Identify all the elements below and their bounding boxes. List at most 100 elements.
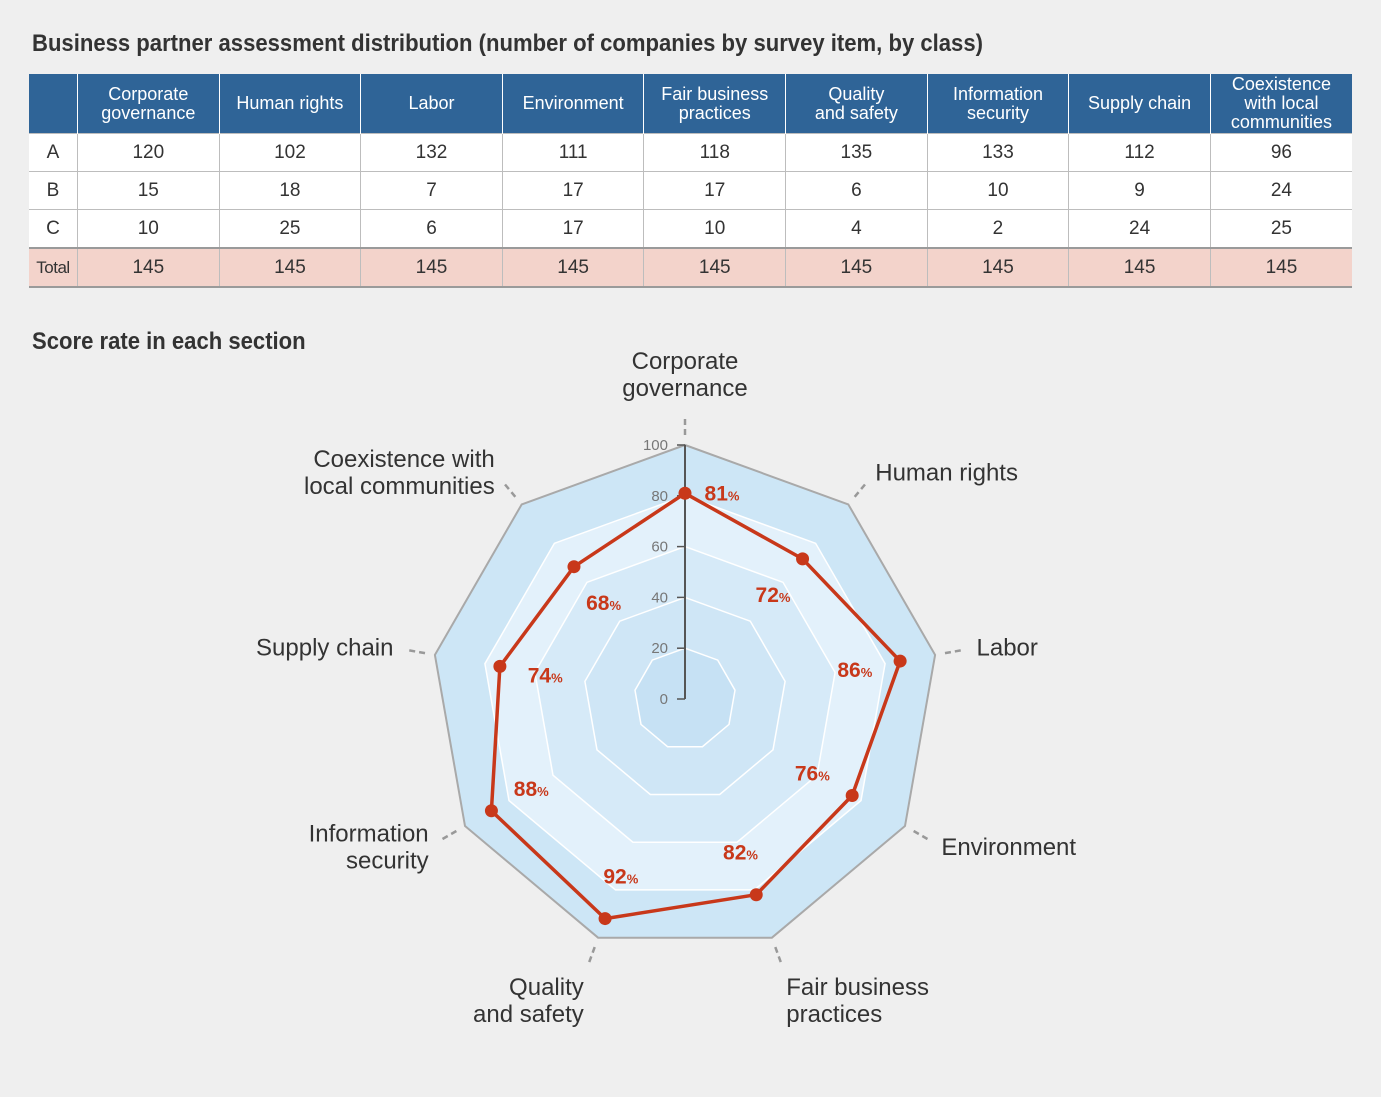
table-cell: 145: [1068, 247, 1211, 288]
data-point: [845, 789, 859, 803]
data-label: 88%: [514, 778, 549, 801]
table-cell: 17: [643, 171, 786, 210]
data-point: [567, 560, 581, 574]
axis-leader-line: [774, 946, 784, 967]
row-label: B: [29, 171, 78, 210]
axis-tick-label: 40: [651, 589, 668, 606]
data-label: 72%: [756, 584, 791, 607]
table-title: Business partner assessment distribution…: [32, 30, 983, 57]
axis-leader-line: [438, 829, 457, 843]
category-label: Corporate governance: [622, 348, 747, 402]
table-corner-cell: [29, 74, 78, 134]
data-point: [893, 654, 907, 668]
column-header: Corporate governance: [77, 74, 220, 134]
table-cell: 145: [218, 247, 361, 288]
total-row: Total 145 145 145 145 145 145 145 145 14…: [29, 247, 1352, 288]
axis-leader-line: [405, 648, 426, 655]
column-header: Supply chain: [1068, 74, 1211, 134]
distribution-table: Corporate governance Human rights Labor E…: [29, 74, 1352, 288]
data-point: [678, 486, 692, 500]
table-cell: 111: [501, 133, 644, 172]
category-label: Fair business practices: [786, 974, 929, 1028]
category-label: Information security: [309, 821, 429, 875]
table-cell: 6: [785, 171, 928, 210]
data-label: 74%: [528, 664, 563, 687]
data-label: 92%: [603, 865, 638, 888]
column-header: Fair business practices: [643, 74, 786, 134]
data-label: 81%: [705, 482, 740, 505]
table-cell: 145: [501, 247, 644, 288]
table-cell: 18: [218, 171, 361, 210]
category-label: Labor: [977, 635, 1038, 662]
table-cell: 9: [1068, 171, 1211, 210]
table-row: B 15 18 7 17 17 6 10 9 24: [29, 171, 1352, 210]
column-header: Labor: [360, 74, 503, 134]
table-cell: 10: [77, 209, 220, 248]
column-header: Information security: [926, 74, 1069, 134]
table-cell: 24: [1209, 171, 1352, 210]
table-cell: 145: [926, 247, 1069, 288]
table-row: A 120 102 132 111 118 135 133 112 96: [29, 133, 1352, 172]
table-cell: 4: [785, 209, 928, 248]
data-label: 82%: [723, 841, 758, 864]
table-cell: 24: [1068, 209, 1211, 248]
data-point: [484, 804, 498, 818]
category-label: Quality and safety: [473, 974, 584, 1028]
table-header-row: Corporate governance Human rights Labor E…: [29, 74, 1352, 134]
axis-leader-line: [586, 946, 596, 967]
category-label: Human rights: [875, 459, 1018, 486]
row-label: C: [29, 209, 78, 248]
table-cell: 25: [218, 209, 361, 248]
axis-leader-line: [913, 829, 932, 843]
table-cell: 102: [218, 133, 361, 172]
column-header: Human rights: [218, 74, 361, 134]
row-label: A: [29, 133, 78, 172]
data-label: 68%: [586, 592, 621, 615]
axis-tick-label: 0: [660, 691, 668, 708]
table-cell: 112: [1068, 133, 1211, 172]
data-series-line: [489, 491, 902, 921]
table-cell: 17: [501, 209, 644, 248]
data-point: [796, 552, 810, 566]
table-row: C 10 25 6 17 10 4 2 24 25: [29, 209, 1352, 248]
table-cell: 145: [360, 247, 503, 288]
table-cell: 145: [1209, 247, 1352, 288]
category-label: Environment: [941, 834, 1076, 861]
data-label: 76%: [795, 763, 830, 786]
data-point: [598, 912, 612, 926]
column-header: Coexistence with local communities: [1209, 74, 1352, 134]
category-label: Supply chain: [256, 635, 393, 662]
row-label: Total: [29, 247, 78, 288]
table-cell: 133: [926, 133, 1069, 172]
table-cell: 118: [643, 133, 786, 172]
table-cell: 145: [785, 247, 928, 288]
table-cell: 145: [643, 247, 786, 288]
data-point: [749, 888, 763, 902]
data-point: [493, 659, 507, 673]
table-cell: 132: [360, 133, 503, 172]
table-cell: 96: [1209, 133, 1352, 172]
table-cell: 6: [360, 209, 503, 248]
table-cell: 10: [926, 171, 1069, 210]
table-cell: 135: [785, 133, 928, 172]
axis-tick-label: 20: [651, 640, 668, 657]
axis-tick-label: 100: [643, 437, 668, 454]
axis-tick-label: 60: [651, 539, 668, 556]
table-cell: 7: [360, 171, 503, 210]
table-cell: 2: [926, 209, 1069, 248]
data-label: 86%: [837, 659, 872, 682]
axis-leader-line: [944, 648, 965, 655]
category-label: Coexistence with local communities: [304, 446, 495, 500]
chart-title: Score rate in each section: [32, 328, 306, 355]
table-cell: 17: [501, 171, 644, 210]
axis-tick-label: 80: [651, 488, 668, 505]
column-header: Environment: [501, 74, 644, 134]
column-header: Quality and safety: [785, 74, 928, 134]
table-cell: 15: [77, 171, 220, 210]
axis-leader-line: [853, 480, 869, 498]
table-cell: 145: [77, 247, 220, 288]
table-cell: 120: [77, 133, 220, 172]
table-cell: 10: [643, 209, 786, 248]
table-cell: 25: [1209, 209, 1352, 248]
